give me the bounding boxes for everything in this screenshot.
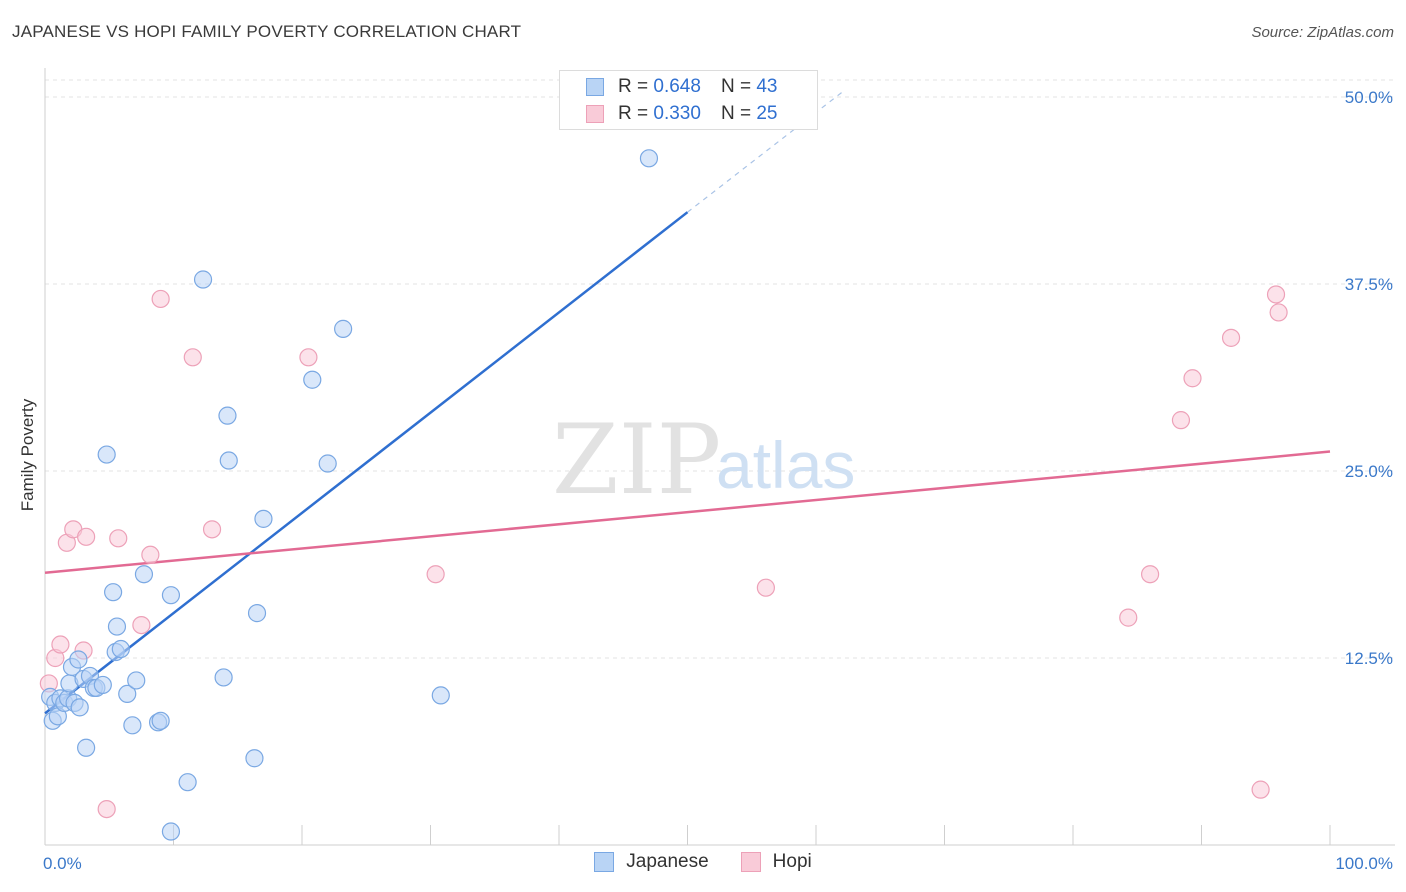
point-japanese (219, 451, 238, 470)
point-japanese (245, 749, 264, 768)
hopi-swatch (586, 105, 604, 123)
point-japanese (151, 711, 170, 730)
point-japanese (318, 454, 337, 473)
point-hopi (141, 545, 160, 564)
x-tick-label: 0.0% (43, 854, 82, 873)
point-japanese (161, 586, 181, 605)
japanese-swatch (586, 78, 604, 96)
point-japanese (104, 583, 123, 602)
point-hopi (132, 615, 151, 635)
point-hopi (426, 565, 445, 584)
point-hopi (97, 799, 116, 819)
point-japanese (178, 773, 197, 792)
point-japanese (431, 686, 450, 705)
point-japanese (118, 684, 137, 704)
legend-label-japanese: Japanese (626, 851, 709, 872)
grid-lines (45, 79, 1395, 659)
japanese-swatch (594, 852, 615, 872)
y-tick-label: 25.0% (1345, 462, 1393, 481)
point-hopi (1171, 411, 1191, 430)
point-japanese (193, 270, 213, 289)
legend-stats: R = 0.648 N = 43 R = 0.330 N = 25 (559, 70, 818, 130)
x-tick-label: 100.0% (1335, 854, 1393, 873)
point-japanese (214, 668, 233, 687)
y-tick-label: 12.5% (1345, 649, 1393, 668)
tick-labels: 12.5% 25.0% 37.5% 50.0% 0.0% 100.0% (43, 88, 1393, 873)
trend-lines (44, 92, 1331, 715)
point-japanese (247, 604, 267, 623)
point-hopi (756, 578, 775, 597)
point-hopi (1266, 285, 1286, 304)
point-hopi (1119, 608, 1138, 627)
legend-item-japanese: Japanese (594, 851, 709, 873)
point-hopi (151, 289, 170, 309)
legend-row-japanese: R = 0.648 N = 43 (586, 75, 777, 99)
trend-line-japanese (44, 211, 689, 715)
r-value-hopi: 0.330 (653, 103, 701, 124)
legend-item-hopi: Hopi (740, 851, 812, 873)
point-hopi (202, 520, 222, 539)
point-hopi (51, 635, 70, 654)
n-label: N = (720, 76, 752, 97)
legend-label-hopi: Hopi (772, 851, 812, 872)
y-tick-label: 37.5% (1345, 275, 1393, 294)
watermark-atlas: atlas (716, 428, 855, 502)
point-hopi (77, 527, 96, 546)
point-japanese (70, 698, 89, 717)
point-japanese (123, 716, 142, 735)
point-hopi (183, 348, 202, 367)
point-japanese (303, 370, 322, 389)
point-hopi (1140, 565, 1160, 584)
legend-series: Japanese Hopi (0, 851, 1406, 873)
legend-row-hopi: R = 0.330 N = 25 (586, 102, 777, 126)
point-hopi (1183, 369, 1202, 388)
point-japanese (107, 617, 127, 636)
axes (44, 68, 1395, 846)
source-label: Source: ZipAtlas.com (1251, 24, 1394, 41)
watermark: ZIP atlas (552, 404, 855, 516)
chart-title: JAPANESE VS HOPI FAMILY POVERTY CORRELAT… (12, 22, 522, 41)
data-points (39, 149, 1288, 841)
r-label: R = (618, 103, 649, 124)
point-japanese (97, 445, 116, 464)
hopi-swatch (740, 852, 761, 872)
n-value-hopi: 25 (756, 103, 778, 124)
point-japanese (69, 650, 88, 669)
point-japanese (161, 822, 181, 841)
point-hopi (1251, 780, 1270, 799)
point-hopi (1221, 328, 1241, 347)
point-japanese (334, 319, 353, 338)
n-label: N = (720, 103, 752, 124)
point-japanese (93, 675, 112, 695)
point-hopi (299, 348, 318, 367)
r-label: R = (618, 76, 649, 97)
y-tick-label: 50.0% (1345, 88, 1393, 107)
point-japanese (111, 639, 130, 659)
r-value-japanese: 0.648 (653, 76, 701, 97)
n-value-japanese: 43 (756, 76, 778, 97)
trend-line-hopi (44, 450, 1331, 574)
point-japanese (254, 509, 273, 528)
point-hopi (1269, 303, 1288, 322)
point-japanese (134, 565, 154, 584)
watermark-zip: ZIP (552, 404, 721, 516)
point-hopi (109, 529, 128, 548)
point-japanese (127, 671, 146, 690)
point-japanese (218, 406, 237, 425)
point-japanese (77, 738, 96, 757)
point-japanese (639, 149, 659, 168)
